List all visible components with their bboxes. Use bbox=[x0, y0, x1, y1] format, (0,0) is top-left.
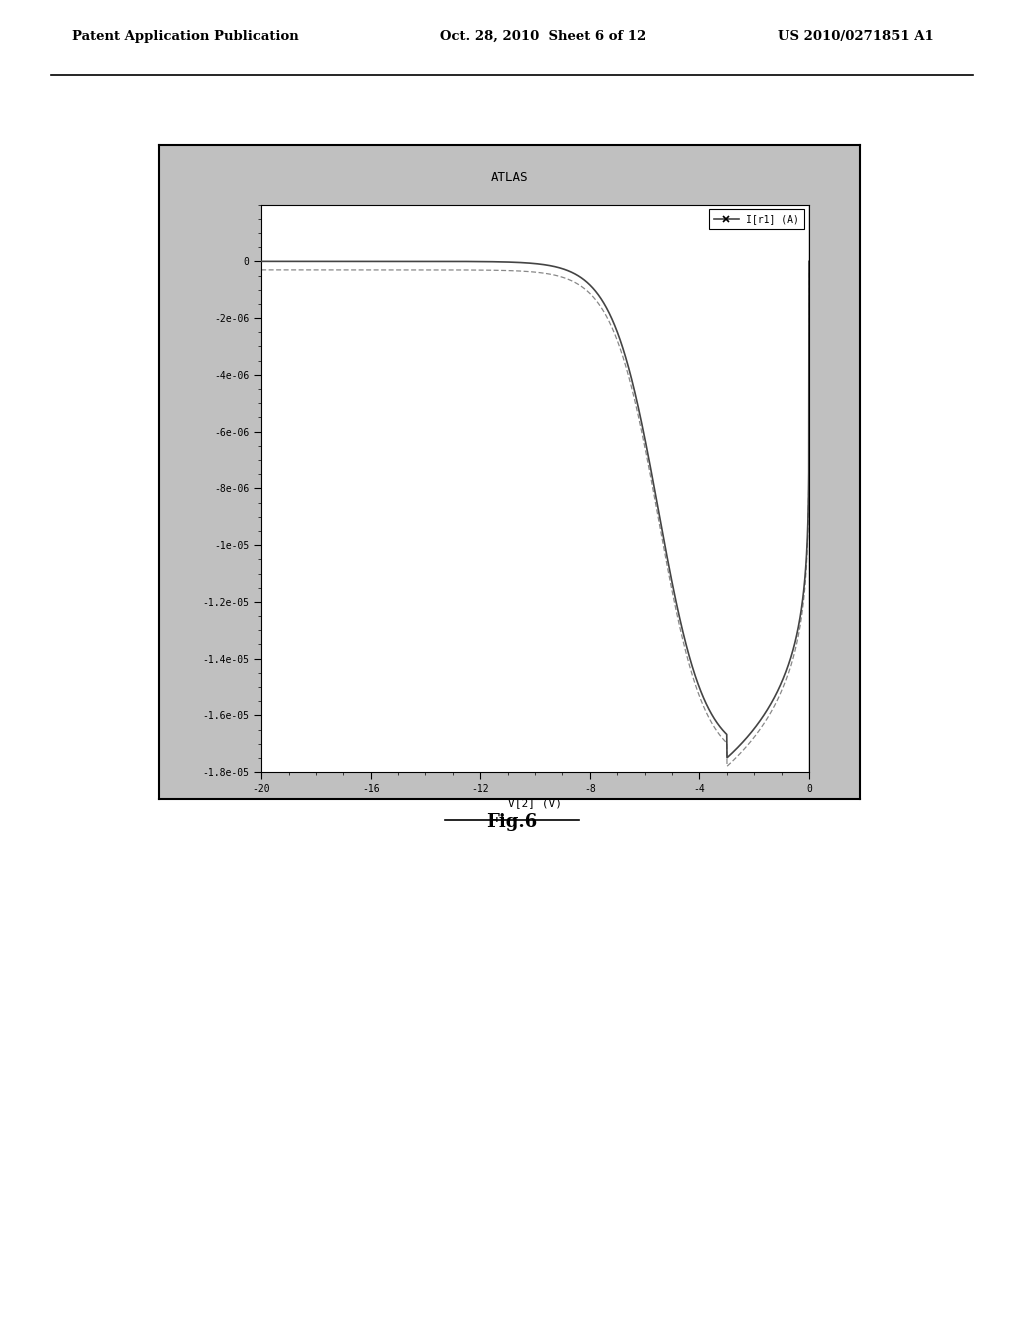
Text: Patent Application Publication: Patent Application Publication bbox=[72, 30, 298, 42]
Text: ATLAS: ATLAS bbox=[490, 172, 528, 185]
Legend: I[r1] (A): I[r1] (A) bbox=[710, 210, 804, 230]
X-axis label: V[2] (V): V[2] (V) bbox=[508, 799, 562, 808]
Text: Data from esdex125c_dc_1.log: Data from esdex125c_dc_1.log bbox=[415, 205, 604, 215]
Text: Oct. 28, 2010  Sheet 6 of 12: Oct. 28, 2010 Sheet 6 of 12 bbox=[440, 30, 646, 42]
Text: US 2010/0271851 A1: US 2010/0271851 A1 bbox=[778, 30, 934, 42]
Text: Fig.6: Fig.6 bbox=[486, 813, 538, 832]
